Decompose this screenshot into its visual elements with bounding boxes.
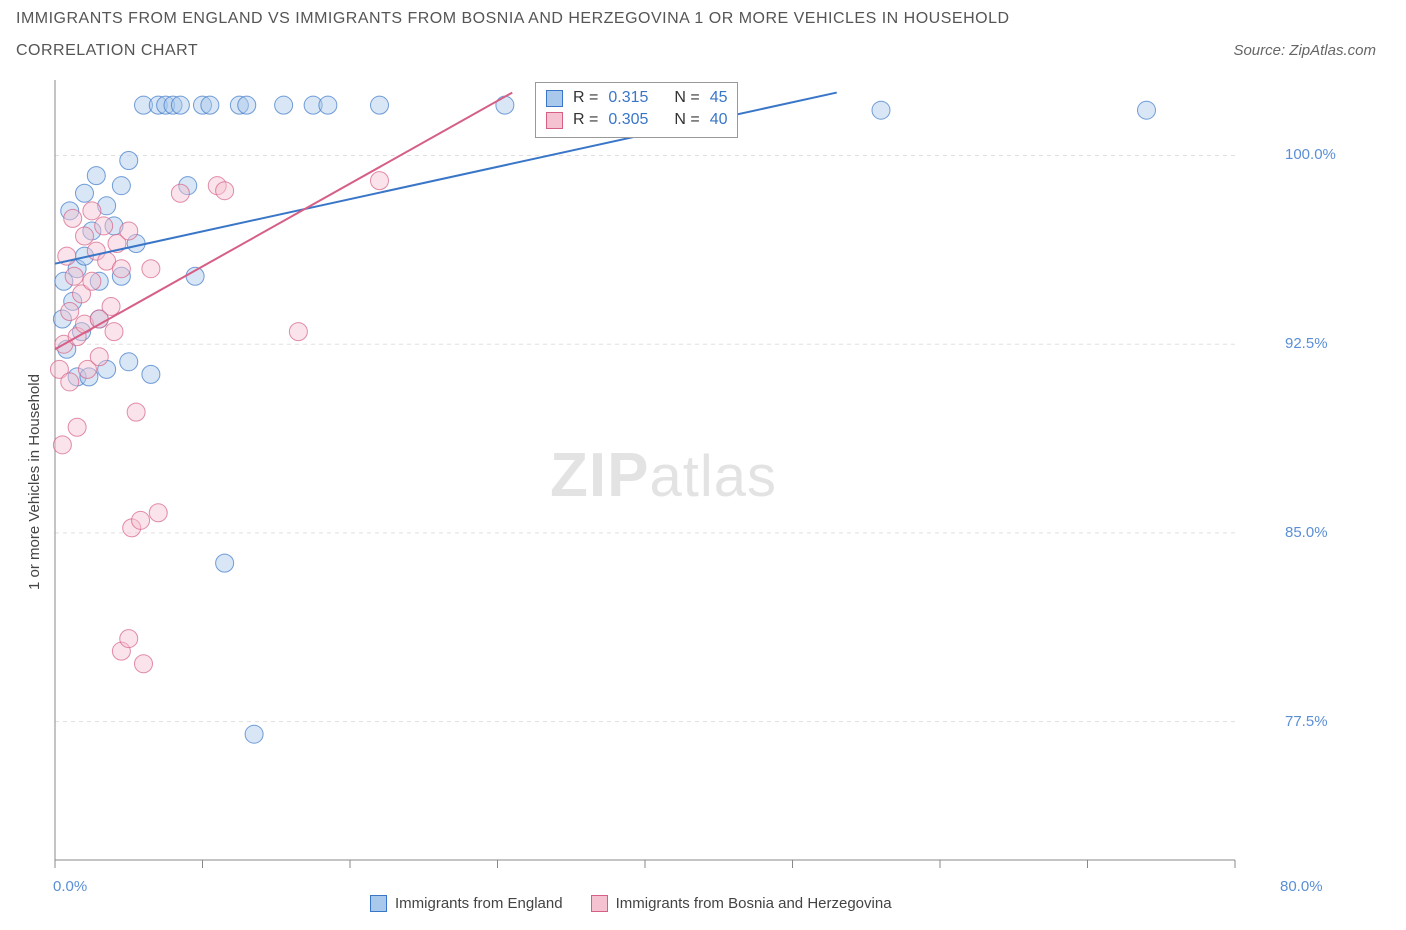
stats-n-label: N = xyxy=(674,89,699,107)
legend-swatch xyxy=(591,895,608,912)
y-tick-label: 100.0% xyxy=(1285,146,1336,163)
chart-title-line-2: CORRELATION CHART xyxy=(16,42,198,60)
watermark: ZIPatlas xyxy=(550,440,777,511)
chart-area: ZIPatlas R = 0.315 N = 45 R = 0.305 N = 40 xyxy=(50,80,1370,870)
y-axis-label: 1 or more Vehicles in Household xyxy=(26,374,43,590)
legend-item: Immigrants from England xyxy=(370,895,563,912)
watermark-zip: ZIP xyxy=(550,441,649,510)
bottom-legend: Immigrants from England Immigrants from B… xyxy=(370,895,892,912)
x-tick-label: 80.0% xyxy=(1280,878,1323,895)
stats-row: R = 0.315 N = 45 xyxy=(546,87,727,109)
stats-row: R = 0.305 N = 40 xyxy=(546,109,727,131)
legend-swatch xyxy=(370,895,387,912)
stats-r-value: 0.305 xyxy=(608,111,664,129)
stats-r-label: R = xyxy=(573,111,598,129)
chart-title-line-1: IMMIGRANTS FROM ENGLAND VS IMMIGRANTS FR… xyxy=(16,10,1010,28)
y-tick-label: 77.5% xyxy=(1285,713,1328,730)
watermark-atlas: atlas xyxy=(649,444,777,509)
y-tick-label: 85.0% xyxy=(1285,524,1328,541)
stats-n-value: 45 xyxy=(710,89,728,107)
correlation-stats-box: R = 0.315 N = 45 R = 0.305 N = 40 xyxy=(535,82,738,138)
legend-label: Immigrants from Bosnia and Herzegovina xyxy=(616,895,892,912)
x-tick-label: 0.0% xyxy=(53,878,87,895)
series-swatch xyxy=(546,112,563,129)
series-swatch xyxy=(546,90,563,107)
legend-label: Immigrants from England xyxy=(395,895,563,912)
legend-item: Immigrants from Bosnia and Herzegovina xyxy=(591,895,892,912)
source-label: Source: ZipAtlas.com xyxy=(1233,42,1376,59)
stats-r-value: 0.315 xyxy=(608,89,664,107)
y-tick-label: 92.5% xyxy=(1285,335,1328,352)
stats-n-label: N = xyxy=(674,111,699,129)
stats-n-value: 40 xyxy=(710,111,728,129)
stats-r-label: R = xyxy=(573,89,598,107)
